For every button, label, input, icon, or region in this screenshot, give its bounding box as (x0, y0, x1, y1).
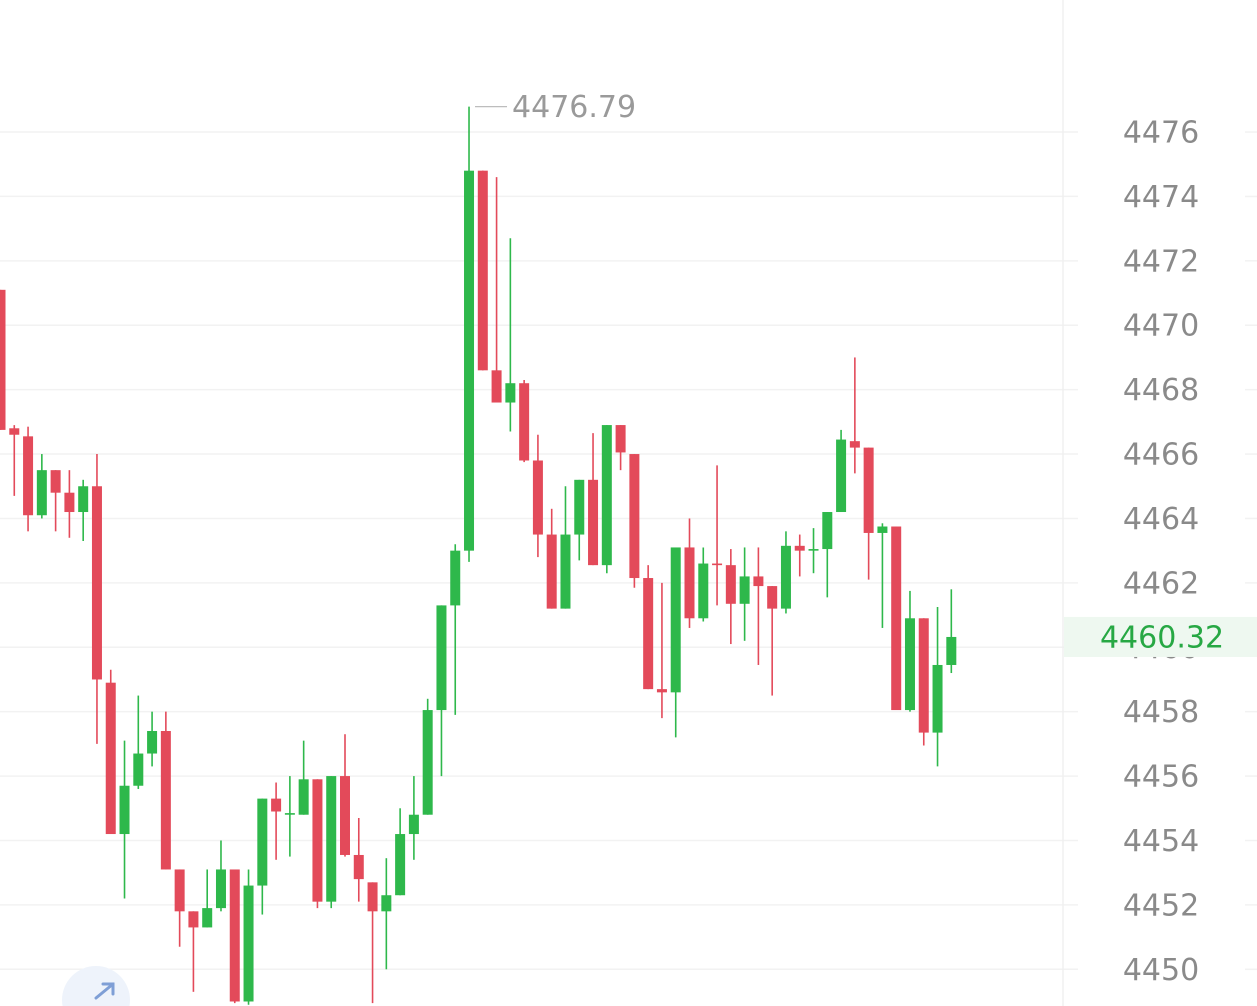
candle-body (601, 425, 612, 566)
candle-body (670, 547, 681, 693)
candle-body (147, 730, 158, 754)
candle-body (312, 779, 323, 902)
candle-body (243, 885, 254, 1002)
candle-body (23, 436, 34, 516)
candle-body (656, 689, 667, 693)
candle-body (381, 895, 392, 912)
candle-body (91, 486, 102, 680)
candle-body (780, 545, 791, 609)
candle-body (174, 869, 185, 912)
candle-body (284, 813, 295, 815)
arrow-icon (94, 982, 115, 1000)
candle-body (105, 682, 116, 835)
candle-body (546, 534, 557, 609)
candle-body (450, 550, 461, 606)
y-tick-label: 4468 (1123, 373, 1199, 408)
candle-body (932, 664, 943, 733)
y-tick-label: 4456 (1123, 760, 1199, 795)
candle-body (767, 586, 778, 609)
high-label: 4476.79 (512, 90, 636, 125)
candle-body (505, 383, 516, 403)
y-tick-label: 4474 (1123, 180, 1199, 215)
candle-body (0, 289, 6, 430)
candle-body (753, 576, 764, 587)
axis-labels: 4450445244544456445844604462446444664468… (1123, 116, 1199, 988)
y-tick-label: 4476 (1123, 116, 1199, 151)
candle-body (712, 563, 723, 566)
candle-body (698, 563, 709, 619)
candle-body (257, 798, 268, 886)
candle-body (395, 834, 406, 896)
candle-body (78, 486, 89, 513)
candle-body (808, 549, 819, 551)
candle-body (160, 730, 171, 870)
y-tick-label: 4454 (1123, 824, 1199, 859)
expand-button[interactable] (62, 966, 130, 1006)
candle-body (215, 869, 226, 909)
candle-body (629, 454, 640, 579)
candle-body (725, 565, 736, 604)
candle-body (684, 547, 695, 619)
candle-body (36, 470, 47, 516)
candle-body (326, 776, 337, 902)
y-tick-label: 4452 (1123, 888, 1199, 923)
candle-body (491, 370, 502, 403)
candle-body (188, 911, 199, 928)
candle-body (836, 439, 847, 513)
candle-body (849, 441, 860, 448)
y-tick-label: 4470 (1123, 309, 1199, 344)
candle-body (863, 447, 874, 533)
candle-body (119, 785, 130, 835)
candle-body (50, 470, 61, 493)
candle-body (918, 618, 929, 733)
candle-body (615, 425, 626, 453)
candle-body (298, 779, 309, 815)
candle-body (946, 636, 957, 665)
candle-body (822, 512, 833, 550)
candles (0, 106, 957, 1005)
y-tick-label: 4450 (1123, 953, 1199, 988)
candle-body (560, 534, 571, 609)
candle-body (9, 428, 20, 435)
candle-body (340, 776, 350, 855)
y-tick-label: 4472 (1123, 244, 1199, 279)
candle-body (477, 170, 488, 371)
candle-body (133, 753, 144, 786)
overlay: 4476.79 4460.32 (475, 90, 1257, 657)
candle-body (739, 576, 750, 604)
candle-body (643, 578, 654, 690)
candle-body (64, 492, 75, 513)
candle-body (367, 882, 378, 912)
y-tick-label: 4462 (1123, 566, 1199, 601)
candle-body (436, 605, 447, 711)
candle-body (574, 479, 585, 535)
candle-body (202, 908, 213, 928)
candle-body (519, 383, 530, 461)
button-bg (62, 966, 130, 1006)
candle-body (904, 618, 915, 711)
candle-body (271, 798, 282, 812)
last-price-badge (1064, 616, 1257, 657)
candle-body (877, 526, 888, 533)
candle-body (794, 545, 805, 551)
y-tick-label: 4458 (1123, 695, 1199, 730)
candle-body (464, 170, 475, 551)
candle-body (422, 710, 433, 815)
candle-body (353, 854, 364, 880)
y-tick-label: 4464 (1123, 502, 1199, 537)
last-price-label: 4460.32 (1100, 620, 1224, 655)
y-tick-label: 4466 (1123, 438, 1199, 473)
candle-body (229, 869, 240, 1002)
candle-body (532, 460, 543, 535)
grid (0, 131, 1257, 971)
candle-body (408, 814, 419, 835)
candle-body (891, 526, 902, 711)
candle-body (588, 479, 599, 566)
